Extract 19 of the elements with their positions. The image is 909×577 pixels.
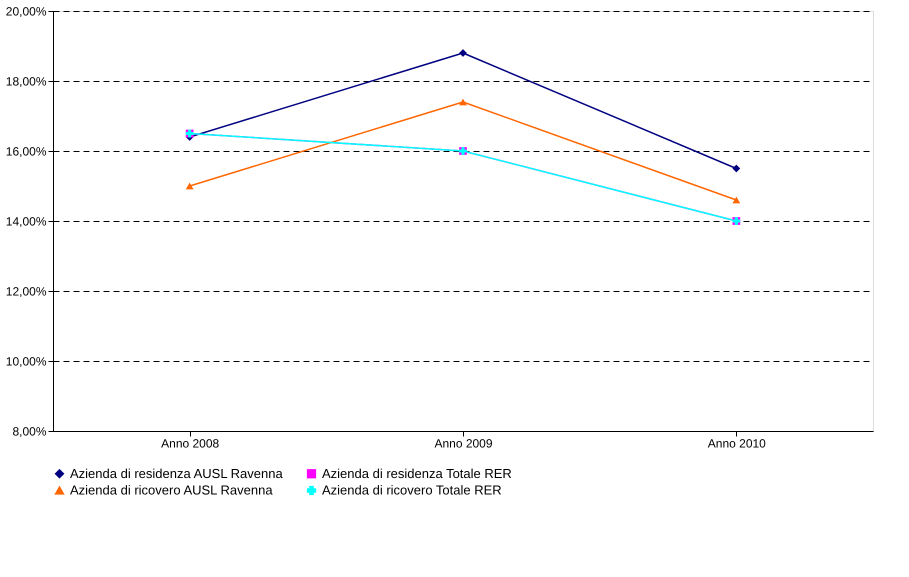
y-tick-label: 12,00%: [6, 284, 47, 298]
point: [732, 164, 740, 172]
y-tick-label: 20,00%: [6, 4, 47, 18]
legend-label: Azienda di ricovero Totale RER: [322, 482, 502, 498]
x-tick-label: Anno 2008: [161, 436, 220, 450]
point: [186, 182, 194, 190]
x-tick-label: Anno 2010: [708, 436, 766, 450]
legend-label: Azienda di residenza Totale RER: [322, 466, 512, 481]
y-tick-label: 10,00%: [6, 354, 47, 368]
point: [459, 98, 467, 106]
legend-label: Azienda di residenza AUSL Ravenna: [70, 466, 284, 481]
x-tick-label: Anno 2009: [434, 436, 493, 450]
y-tick-label: 18,00%: [6, 74, 47, 88]
point: [459, 49, 467, 57]
y-tick-label: 8,00%: [12, 424, 47, 438]
point: [732, 196, 740, 204]
legend-label: Azienda di ricovero AUSL Ravenna: [70, 482, 274, 498]
y-tick-label: 16,00%: [6, 144, 47, 158]
y-tick-label: 14,00%: [6, 214, 47, 228]
